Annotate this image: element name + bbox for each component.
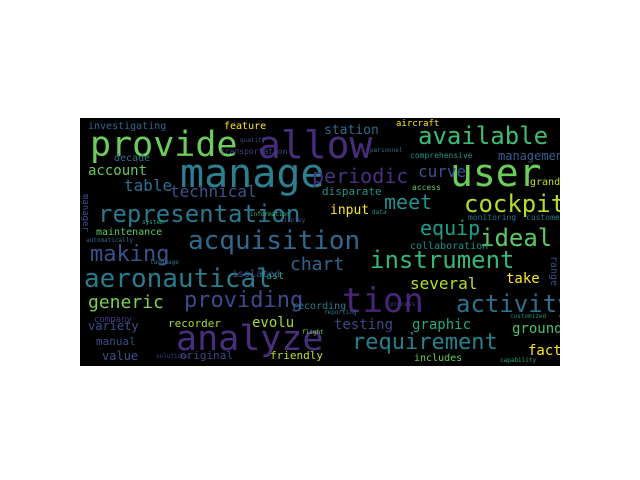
word-transportation: transportation — [220, 147, 288, 156]
word-analyze: analyze — [176, 319, 324, 359]
word-data: data — [372, 209, 387, 216]
word-tion: tion — [342, 281, 424, 321]
word-take: take — [506, 271, 540, 287]
word-quality: quality — [240, 137, 266, 144]
word-equip: equip — [420, 216, 481, 240]
word-instrument: instrument — [370, 246, 515, 274]
word-customer: customer — [526, 213, 560, 222]
word-automatically: automatically — [86, 237, 133, 244]
word-evolu: evolu — [252, 315, 295, 331]
word-graphic: graphic — [412, 317, 472, 333]
word-requirement: requirement — [352, 330, 498, 355]
word-variety: variety — [88, 319, 139, 333]
word-cockpit: cockpit — [464, 190, 560, 218]
word-original: original — [180, 349, 233, 362]
word-station: station — [324, 123, 379, 138]
word-table: table — [124, 176, 173, 195]
word-friendly: friendly — [270, 349, 323, 362]
word-periodic: periodic — [312, 164, 409, 188]
word-management: management — [498, 149, 560, 163]
word-capability: capability — [500, 357, 537, 364]
word-reporting: reporting — [324, 309, 357, 316]
word-chart: chart — [290, 254, 345, 275]
word-cloud: provide allow manage user available cock… — [80, 118, 560, 366]
word-available: available — [418, 122, 549, 150]
word-grand: grand — [530, 177, 560, 188]
word-manager: manager — [80, 194, 90, 232]
word-company: company — [94, 315, 132, 325]
word-personnel: personnel — [370, 147, 403, 154]
word-solutions: solutions — [156, 353, 189, 360]
word-account: account — [88, 163, 148, 179]
word-recording: recording — [292, 301, 347, 312]
word-provide: provide — [90, 125, 238, 165]
word-user: user — [450, 151, 542, 195]
word-generic: generic — [88, 292, 164, 313]
word-fast: fast — [260, 271, 285, 282]
word-allow: allow — [258, 123, 373, 167]
word-ground: ground — [512, 321, 560, 337]
word-includes: includes — [414, 353, 463, 364]
word-monitoring: monitoring — [468, 213, 517, 222]
word-aircraft: aircraft — [396, 119, 440, 129]
word-technical: technical — [170, 182, 257, 201]
word-investigating: investigating — [88, 121, 167, 132]
word-language: language — [150, 259, 179, 266]
word-activity: activity — [456, 290, 560, 318]
word-input: input — [330, 203, 370, 218]
word-access: access — [412, 183, 441, 192]
word-comprehensive: comprehensive — [410, 151, 473, 160]
word-decade: decade — [114, 153, 151, 164]
word-flight: flight — [302, 329, 324, 336]
word-meet: meet — [384, 190, 433, 214]
word-disparate: disparate — [322, 185, 382, 198]
word-manual: manual — [96, 335, 136, 348]
word-information: information — [250, 211, 290, 218]
word-customized: customized — [510, 313, 547, 320]
word-providing: providing — [184, 288, 304, 313]
word-acquisition: acquisition — [188, 226, 361, 256]
word-collaboration: collaboration — [410, 241, 489, 252]
word-system: system — [142, 219, 164, 226]
word-maintenance: maintenance — [96, 227, 163, 238]
word-process: process — [390, 301, 416, 308]
word-isolated: isolated — [232, 269, 281, 280]
word-testing: testing — [334, 317, 394, 333]
word-value: value — [102, 349, 139, 363]
word-display: display — [280, 217, 306, 224]
word-representation: representation — [98, 200, 301, 228]
word-recorder: recorder — [168, 317, 221, 330]
word-making: making — [90, 242, 170, 267]
word-range: range — [548, 256, 559, 287]
word-aeronautical: aeronautical — [84, 264, 272, 294]
word-feature: feature — [224, 121, 267, 132]
word-several: several — [410, 274, 478, 293]
word-ideal: ideal — [480, 224, 553, 252]
word-curve: curve — [418, 162, 467, 181]
word-manage: manage — [180, 151, 325, 197]
word-fact: fact — [528, 343, 560, 359]
